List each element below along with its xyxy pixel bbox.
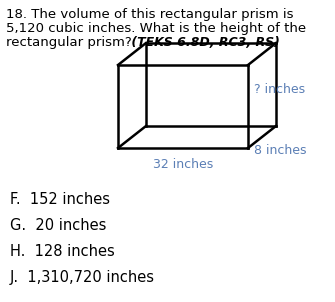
Text: rectangular prism?: rectangular prism? [6,36,132,49]
Text: 8 inches: 8 inches [254,144,307,157]
Text: H.  128 inches: H. 128 inches [10,244,115,259]
Text: 32 inches: 32 inches [153,158,213,171]
Text: 5,120 cubic inches. What is the height of the: 5,120 cubic inches. What is the height o… [6,22,306,35]
Text: (TEKS 6.8D, RC3, RS): (TEKS 6.8D, RC3, RS) [127,36,280,49]
Text: 18. The volume of this rectangular prism is: 18. The volume of this rectangular prism… [6,8,293,21]
Text: J.  1,310,720 inches: J. 1,310,720 inches [10,270,155,285]
Text: G.  20 inches: G. 20 inches [10,218,107,233]
Text: F.  152 inches: F. 152 inches [10,192,110,207]
Text: ? inches: ? inches [254,83,305,96]
